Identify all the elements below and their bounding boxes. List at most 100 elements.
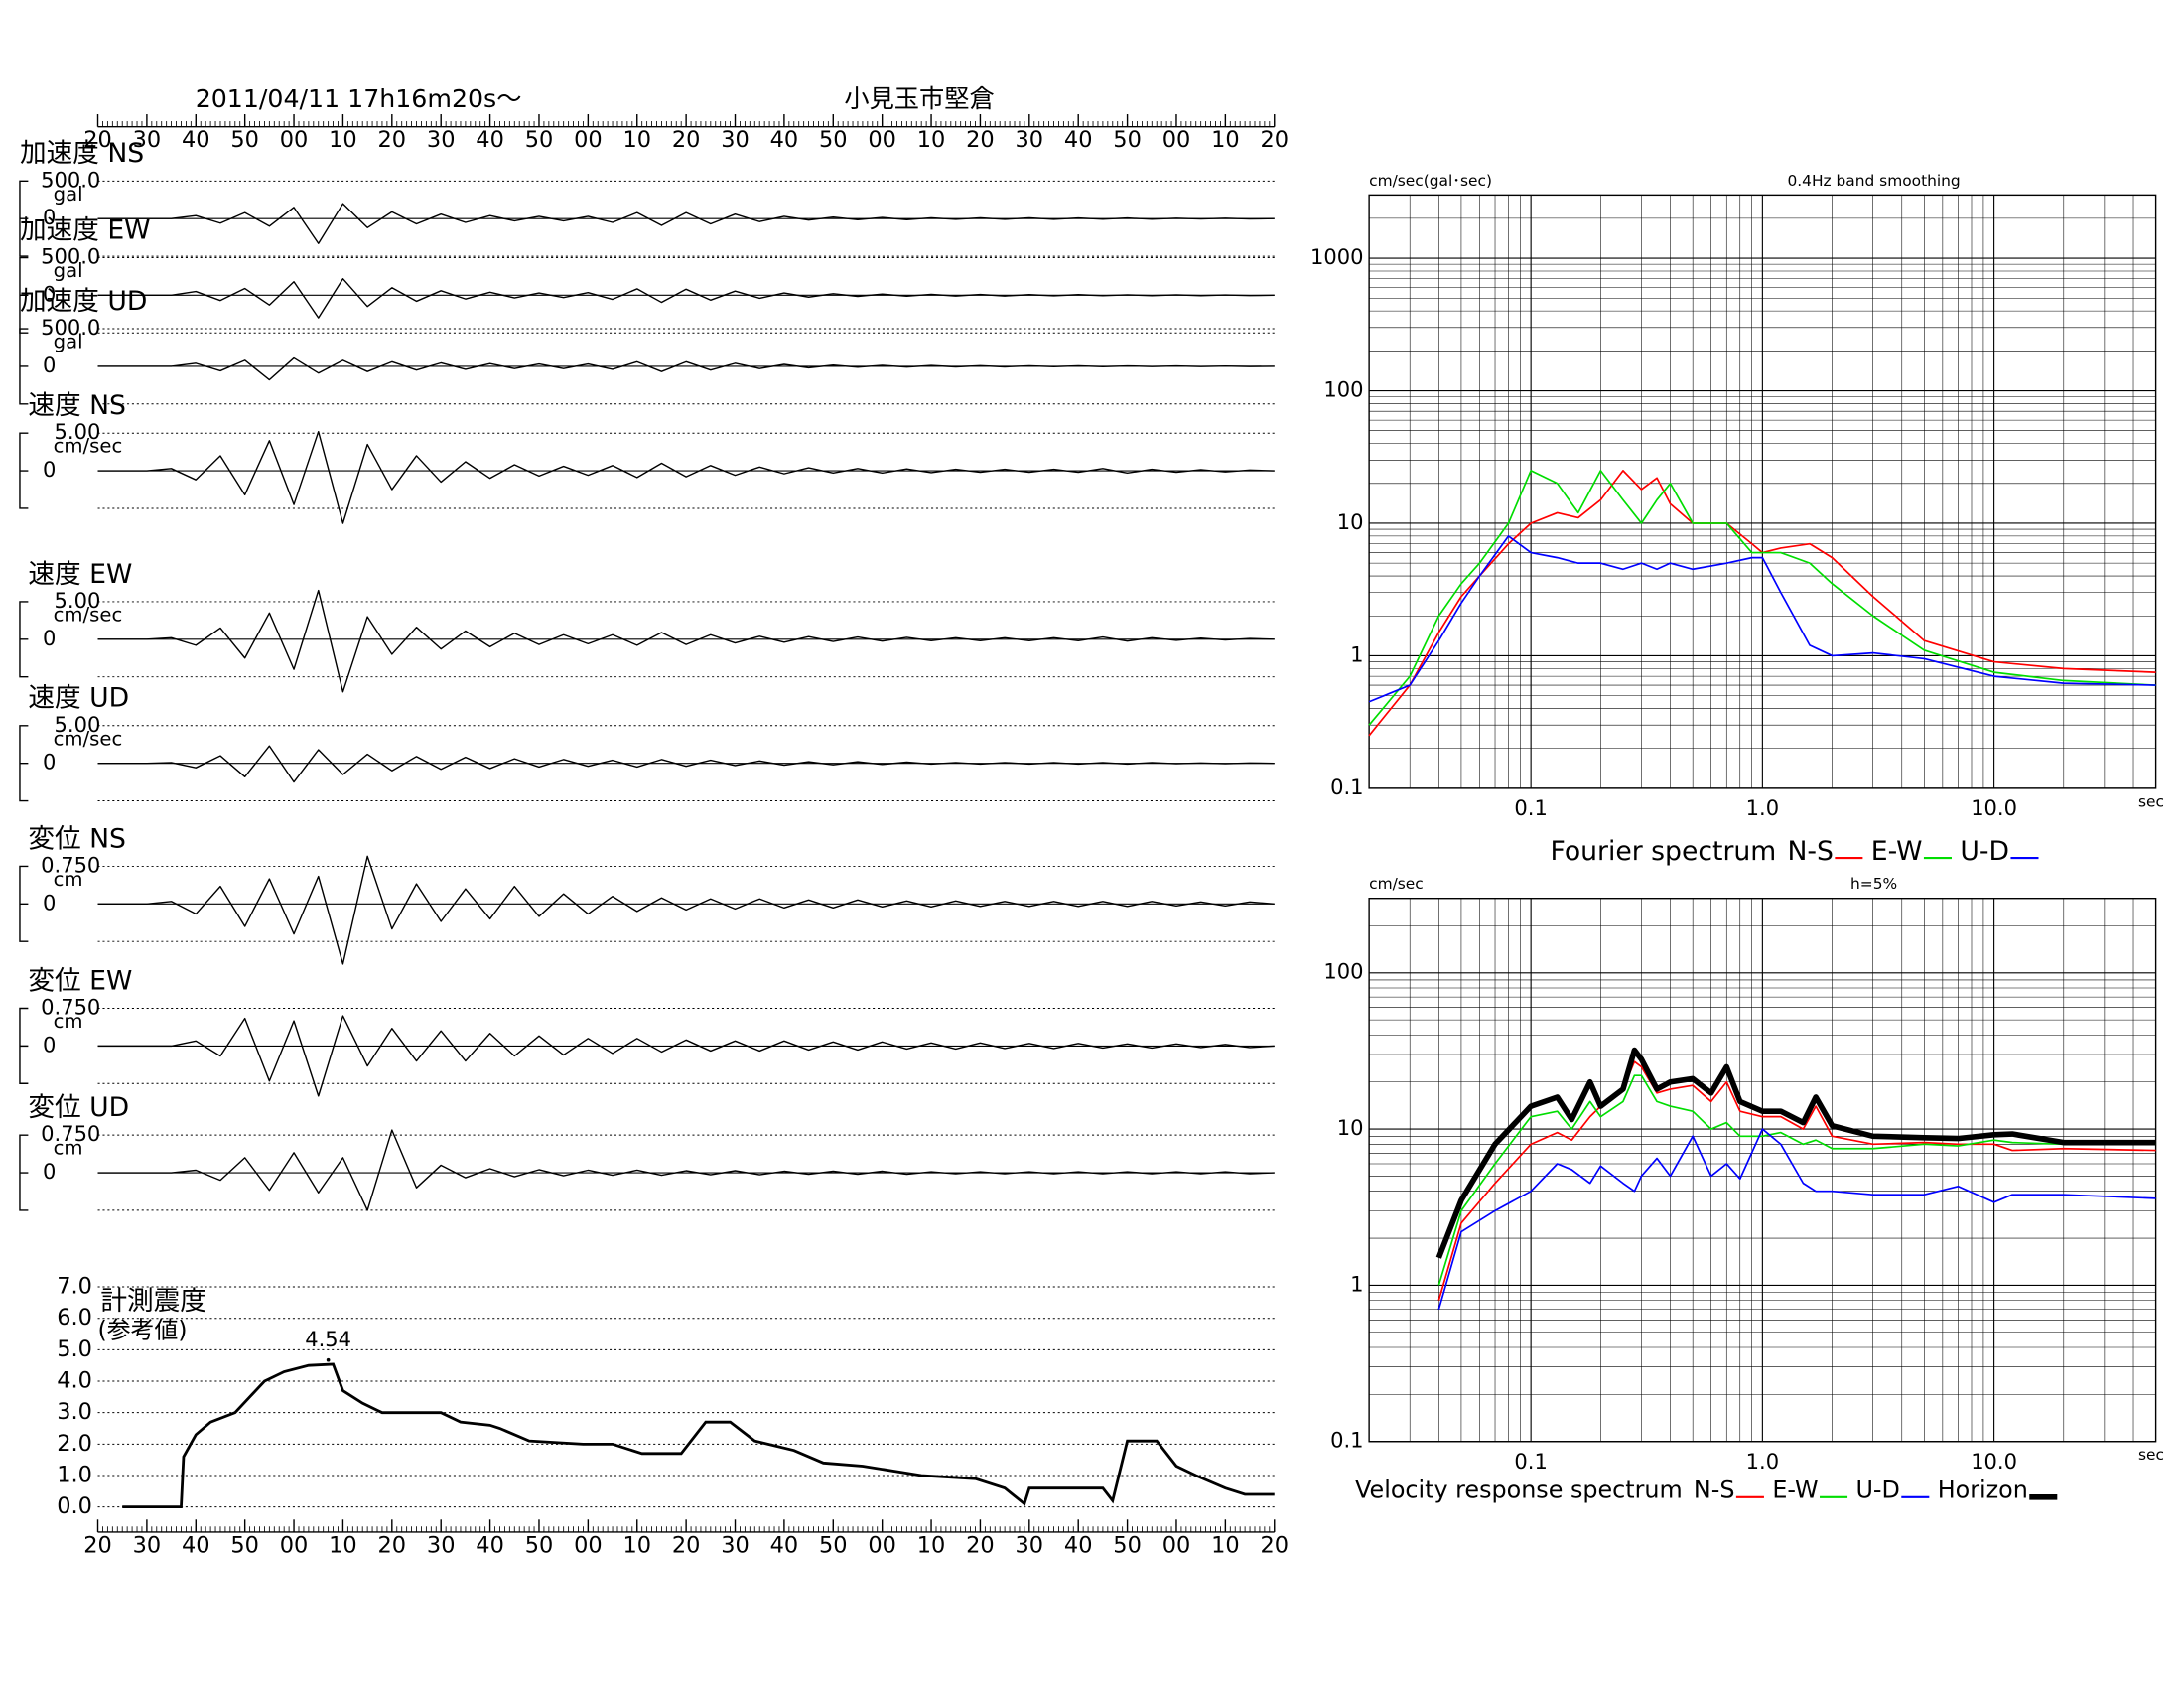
trace-name: 加速度 UD bbox=[20, 286, 147, 317]
x-tick-label: 10 bbox=[622, 127, 651, 153]
x-tick-label: 50 bbox=[1113, 1532, 1142, 1558]
legend-label: U-D bbox=[1855, 1477, 1899, 1504]
trace-name: 加速度 NS bbox=[20, 138, 144, 169]
spectrum-line bbox=[1437, 1128, 2156, 1311]
y-tick-label: 0 bbox=[43, 457, 56, 482]
y-tick-label: 0.750 bbox=[41, 1121, 100, 1146]
trace-name: 速度 NS bbox=[28, 390, 126, 421]
x-tick-label: 50 bbox=[525, 1532, 554, 1558]
waveform-trace bbox=[97, 1015, 1275, 1097]
x-tick-label: 10 bbox=[329, 127, 357, 153]
y-tick-label: 0 bbox=[43, 1159, 56, 1184]
chart-subtitle: (参考値) bbox=[98, 1316, 188, 1343]
x-tick-label: 00 bbox=[1162, 127, 1191, 153]
trace-unit: gal bbox=[54, 259, 83, 282]
legend-label: E-W bbox=[1871, 836, 1923, 867]
y-tick-label: 1 bbox=[1350, 1271, 1363, 1296]
x-tick-label: 00 bbox=[1162, 1532, 1191, 1558]
x-tick-label: 10 bbox=[329, 1532, 357, 1558]
x-tick-label: 50 bbox=[819, 127, 848, 153]
panel-bracket bbox=[19, 865, 29, 942]
y-unit-label: cm/sec bbox=[1369, 875, 1424, 893]
y-tick-label: 5.00 bbox=[55, 712, 101, 737]
x-tick-label: 50 bbox=[1113, 127, 1142, 153]
chart-subtitle: 0.4Hz band smoothing bbox=[1787, 172, 1960, 190]
y-tick-label: 500.0 bbox=[41, 315, 100, 340]
intensity-line bbox=[122, 1362, 1275, 1509]
waveform-trace bbox=[97, 589, 1275, 693]
y-tick-label: 5.00 bbox=[55, 419, 101, 444]
trace-name: 変位 EW bbox=[28, 965, 132, 996]
x-tick-label: 20 bbox=[1260, 1532, 1289, 1558]
legend-label: Horizon bbox=[1938, 1477, 2028, 1504]
trace-name: 速度 EW bbox=[28, 559, 132, 590]
x-tick-label: 40 bbox=[770, 127, 799, 153]
x-tick-label: 20 bbox=[83, 1532, 112, 1558]
x-tick-label: 40 bbox=[1064, 1532, 1093, 1558]
y-tick-label: 100 bbox=[1323, 959, 1363, 984]
y-tick-label: 6.0 bbox=[57, 1305, 92, 1331]
chart-title: 計測震度 bbox=[100, 1286, 206, 1317]
y-tick-label: 7.0 bbox=[57, 1274, 92, 1300]
x-unit-label: sec bbox=[2138, 792, 2164, 810]
panel-bracket bbox=[19, 601, 29, 678]
y-tick-label: 0.1 bbox=[1330, 1428, 1363, 1453]
y-tick-label: 0.750 bbox=[41, 995, 100, 1020]
trace-unit: gal bbox=[54, 183, 83, 206]
waveform-trace bbox=[97, 203, 1275, 244]
legend-label: U-D bbox=[1960, 836, 2009, 867]
y-tick-label: 5.0 bbox=[57, 1336, 92, 1362]
trace-name: 加速度 EW bbox=[20, 214, 151, 245]
x-tick-label: 20 bbox=[83, 127, 112, 153]
x-tick-label: 10 bbox=[1211, 127, 1240, 153]
x-tick-label: 0.1 bbox=[1514, 1449, 1547, 1474]
panel-bracket bbox=[19, 256, 29, 334]
x-tick-label: 30 bbox=[133, 1532, 162, 1558]
y-tick-label: 3.0 bbox=[57, 1399, 92, 1425]
legend-title: Fourier spectrum bbox=[1550, 836, 1776, 867]
x-tick-label: 10 bbox=[622, 1532, 651, 1558]
x-tick-label: 10 bbox=[917, 127, 946, 153]
x-tick-label: 10 bbox=[1211, 1532, 1240, 1558]
y-tick-label: 5.00 bbox=[55, 588, 101, 613]
y-tick-label: 100 bbox=[1323, 377, 1363, 402]
x-tick-label: 20 bbox=[672, 1532, 701, 1558]
peak-marker bbox=[326, 1357, 331, 1362]
y-tick-label: 0 bbox=[43, 1032, 56, 1056]
y-tick-label: 10 bbox=[1337, 509, 1364, 534]
y-tick-label: 1 bbox=[1350, 641, 1363, 666]
trace-unit: gal bbox=[54, 331, 83, 353]
y-tick-label: 0 bbox=[43, 890, 56, 914]
x-tick-label: 50 bbox=[525, 127, 554, 153]
y-tick-label: 4.0 bbox=[57, 1368, 92, 1394]
y-tick-label: 2.0 bbox=[57, 1431, 92, 1457]
y-unit-label: cm/sec(gal･sec) bbox=[1369, 172, 1492, 190]
x-tick-label: 30 bbox=[721, 1532, 750, 1558]
y-tick-label: 500.0 bbox=[41, 167, 100, 192]
spectrum-line bbox=[1368, 470, 2156, 726]
trace-name: 変位 NS bbox=[28, 823, 126, 854]
x-tick-label: 1.0 bbox=[1746, 1449, 1779, 1474]
x-tick-label: 50 bbox=[819, 1532, 848, 1558]
x-tick-label: 00 bbox=[868, 127, 896, 153]
x-tick-label: 20 bbox=[966, 1532, 995, 1558]
x-tick-label: 1.0 bbox=[1746, 795, 1779, 820]
x-tick-label: 50 bbox=[230, 1532, 259, 1558]
x-unit-label: sec bbox=[2138, 1446, 2164, 1464]
x-tick-label: 30 bbox=[133, 127, 162, 153]
trace-unit: cm bbox=[54, 868, 83, 891]
waveform-trace bbox=[97, 1129, 1275, 1211]
y-tick-label: 0.0 bbox=[57, 1493, 92, 1519]
x-tick-label: 30 bbox=[721, 127, 750, 153]
legend-label: E-W bbox=[1772, 1477, 1818, 1504]
y-tick-label: 0.1 bbox=[1330, 774, 1363, 799]
trace-unit: cm bbox=[54, 1010, 83, 1033]
x-tick-label: 10.0 bbox=[1971, 795, 2017, 820]
x-tick-label: 00 bbox=[280, 1532, 309, 1558]
x-tick-label: 20 bbox=[966, 127, 995, 153]
trace-name: 変位 UD bbox=[28, 1092, 129, 1123]
x-tick-label: 00 bbox=[280, 127, 309, 153]
legend-label: N-S bbox=[1787, 836, 1833, 867]
x-tick-label: 50 bbox=[230, 127, 259, 153]
